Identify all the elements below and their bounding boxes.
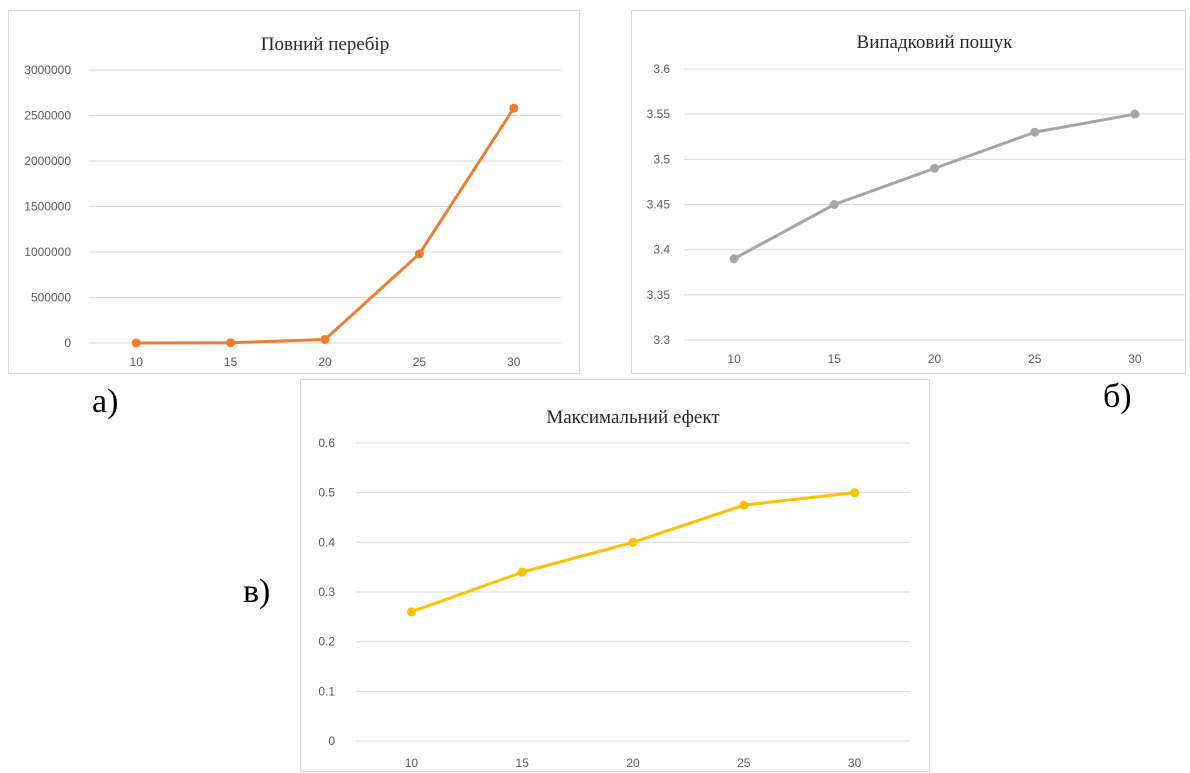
chart-title: Повний перебір [261,34,389,55]
series-line [134,106,516,345]
x-tick-label: 25 [1028,352,1042,366]
y-tick-label: 3.6 [653,62,670,76]
x-tick-label: 15 [828,352,842,366]
y-tick-label: 3.55 [647,107,671,121]
x-tick-label: 10 [130,355,144,369]
data-point [320,334,330,344]
y-tick-label: 2500000 [24,109,71,123]
chart-c-svg: Максимальний ефект 0 0.1 0.2 0.3 0.4 0.5 0.6 10 1… [318,407,910,770]
panel-label-c: в) [243,573,271,610]
x-tick-label: 10 [405,756,419,770]
x-tick-label: 15 [224,355,238,369]
series-line [409,491,857,614]
panel-label-b: б) [1103,378,1132,415]
x-tick-label: 20 [318,355,332,369]
panel-label-a: а) [92,383,119,420]
x-tick-label: 20 [626,756,640,770]
data-point [406,607,416,617]
data-point [414,249,424,259]
x-tick-label: 30 [848,756,862,770]
x-tick-label: 25 [737,756,751,770]
data-point [131,338,141,348]
chart-b-svg: Випадковий пошук 3.3 3.35 3.4 3.45 3.5 3.55 3.6… [647,32,1185,366]
y-tick-label: 2000000 [24,154,71,168]
data-point [850,488,860,498]
y-tick-label: 0.2 [318,635,335,649]
data-point [739,500,749,510]
data-point [509,103,519,113]
chart-panel-b: Випадковий пошук 3.3 3.35 3.4 3.45 3.5 3.55 3.6… [631,10,1186,374]
x-tick-label: 10 [727,352,741,366]
y-tick-label: 0.4 [318,535,335,549]
data-point [628,537,638,547]
y-tick-label: 3.3 [653,333,670,347]
data-point [517,567,527,577]
y-tick-label: 1500000 [24,200,71,214]
data-point [226,338,236,348]
chart-panel-a: Повний перебір 0 500000 1000000 1500000 20000… [8,10,580,374]
y-tick-label: 3.4 [653,243,670,257]
data-point [729,254,739,264]
chart-title: Випадковий пошук [857,32,1014,53]
series-line [732,112,1137,261]
y-tick-label: 3000000 [24,63,71,77]
y-tick-label: 0.6 [318,436,335,450]
chart-title: Максимальний ефект [546,407,720,428]
y-tick-label: 0.3 [318,585,335,599]
y-tick-label: 1000000 [24,245,71,259]
y-tick-label: 3.5 [653,152,670,166]
x-tick-label: 30 [507,355,521,369]
data-point [1130,109,1140,119]
chart-panel-c: Максимальний ефект 0 0.1 0.2 0.3 0.4 0.5 0.6 10 1… [300,379,930,772]
y-tick-label: 3.35 [647,288,671,302]
y-tick-label: 0 [64,336,71,350]
y-tick-label: 3.45 [647,198,671,212]
y-tick-label: 0.5 [318,486,335,500]
x-tick-label: 15 [516,756,530,770]
data-point [930,163,939,173]
x-tick-label: 25 [413,355,427,369]
x-tick-label: 30 [1128,352,1142,366]
data-point [829,200,839,209]
y-tick-label: 0 [328,734,335,748]
y-tick-label: 500000 [31,291,71,305]
chart-a-svg: Повний перебір 0 500000 1000000 1500000 20000… [24,34,561,369]
x-tick-label: 20 [928,352,942,366]
y-tick-label: 0.1 [318,684,335,698]
data-point [1030,127,1040,137]
